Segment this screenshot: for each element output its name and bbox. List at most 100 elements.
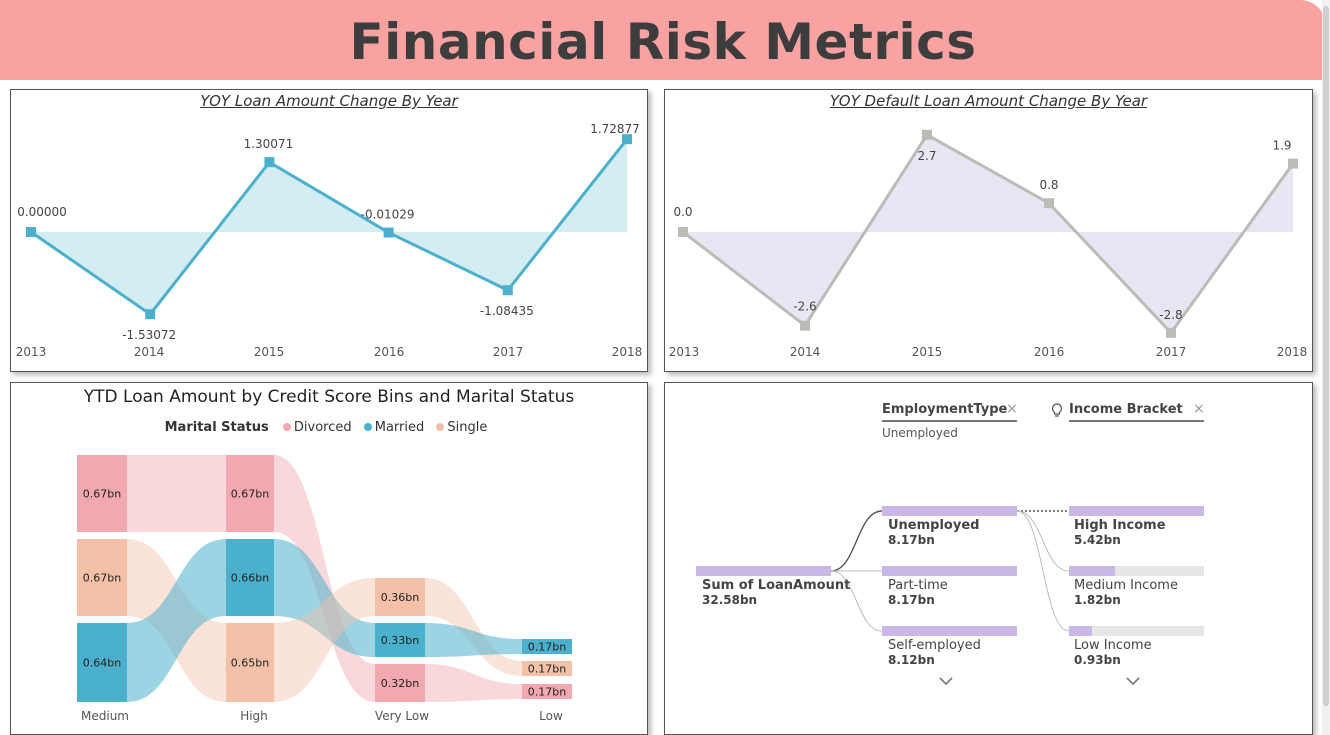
employment-type-selected: Unemployed [882,426,958,440]
data-point [264,157,275,168]
data-label: 1.72877 [590,122,640,136]
legend-dot-married [363,423,372,431]
node-low-income-fill [1069,626,1092,636]
sankey-node [375,623,425,657]
yoy-default-chart-title: YOY Default Loan Amount Change By Year [829,92,1148,110]
scrollbar-thumb[interactable] [1323,6,1329,706]
legend-title: Marital Status [164,420,269,435]
node-self-employed-fill [882,626,1017,636]
sankey-link [127,455,226,532]
root-node-value: 32.58bn [702,593,758,607]
tree-connector [1016,510,1070,632]
node-self-employed-bar[interactable] [882,626,1017,636]
data-label: 2.7 [917,149,936,163]
x-tick-label: 2018 [612,345,643,359]
node-medium-income-bar[interactable] [1069,566,1204,576]
node-part-time-value: 8.17bn [888,593,935,607]
x-tick-label: 2017 [1156,345,1187,359]
close-icon[interactable]: × [1193,401,1205,417]
x-tick-label: 2014 [790,345,821,359]
node-high-income-bar[interactable] [1069,506,1204,516]
data-point [26,227,36,237]
node-unemployed-fill [882,506,1017,516]
node-unemployed-bar[interactable] [882,506,1017,516]
sankey-node [77,539,127,616]
x-tick-label: 2017 [493,345,524,359]
node-medium-income-fill [1069,566,1115,576]
decomposition-tree-panel[interactable]: EmploymentType × Unemployed Income Brack… [664,382,1313,735]
sankey-link [425,664,522,702]
stage-label: Medium [81,709,129,723]
legend-item-divorced[interactable]: Divorced [281,420,352,435]
legend-item-single[interactable]: Single [434,420,487,435]
stage-label: Very Low [375,709,429,723]
sankey-node-value: 0.64bn [83,657,121,670]
sankey-link [425,578,522,676]
yoy-loan-chart: 0.00000 2013 -1.53072 2014 1.30071 2015 -0.010… [16,122,643,359]
sankey-node-value: 0.17bn [528,663,566,676]
node-self-employed-label: Self-employed [888,638,981,653]
node-part-time-label: Part-time [888,578,948,593]
x-tick-label: 2015 [254,345,285,359]
legend-label-married: Married [374,420,425,435]
node-high-income-label: High Income [1074,518,1166,533]
legend-dot-single [436,423,445,431]
legend-dot-divorced [282,423,291,431]
node-low-income-bar[interactable] [1069,626,1204,636]
x-tick-label: 2014 [134,345,165,359]
data-label: -1.08435 [480,304,534,318]
sankey-node [226,455,274,532]
node-low-income-label: Low Income [1074,638,1152,653]
data-point [1166,327,1176,338]
node-low-income-value: 0.93bn [1074,653,1121,667]
data-point [502,285,513,296]
sankey-chart-panel[interactable]: 0.67bn 0.67bn 0.64bn 0.67bn 0.66bn 0.65bn 0.36… [10,382,648,735]
tree-connector [830,510,883,572]
node-unemployed-label: Unemployed [888,518,980,533]
sankey-link [274,578,375,702]
employment-type-header[interactable]: EmploymentType [882,402,1008,417]
area-fill [683,134,1293,333]
node-part-time-bar[interactable] [882,566,1017,576]
area-fill [31,139,627,315]
income-bracket-header[interactable]: Income Bracket [1069,402,1183,417]
data-label: 0.8 [1039,178,1058,192]
sankey-node-value: 0.33bn [381,634,419,647]
close-icon[interactable]: × [1006,401,1018,417]
sankey-legend: Marital Status Divorced Married Single [11,420,647,435]
yoy-loan-chart-panel[interactable]: 0.00000 2013 -1.53072 2014 1.30071 2015 -0.010… [10,89,648,372]
decomposition-tree-connectors [830,510,1070,632]
data-point [678,227,688,237]
series-line [682,132,1295,336]
legend-item-married[interactable]: Married [362,420,425,435]
node-high-income-value: 5.42bn [1074,533,1121,547]
yoy-default-chart: 0.0 2013 -2.6 2014 2.7 2015 0.8 2016 -2.8 2017 1.9… [669,129,1307,359]
header-banner: Financial Risk Metrics [0,0,1326,80]
sankey-node [522,639,572,654]
root-node-fill [696,566,831,576]
sankey-node [226,539,274,616]
x-tick-label: 2013 [16,345,47,359]
data-point [622,134,632,145]
node-part-time-fill [882,566,1017,576]
node-high-income-fill [1069,506,1204,516]
employment-type-underline [882,420,1017,422]
sankey-node [375,578,425,616]
data-label: -1.53072 [122,328,176,342]
data-label: -0.01029 [361,208,415,222]
series-line [30,138,629,317]
stage-label: High [240,709,268,723]
root-node-bar[interactable] [696,566,831,576]
sankey-link [274,539,375,657]
sankey-node [77,455,127,532]
sankey-chart: 0.67bn 0.67bn 0.64bn 0.67bn 0.66bn 0.65bn 0.36… [77,455,572,723]
data-label: 1.30071 [244,137,294,151]
sankey-chart-title: YTD Loan Amount by Credit Score Bins and… [83,387,575,407]
yoy-default-chart-panel[interactable]: 0.0 2013 -2.6 2014 2.7 2015 0.8 2016 -2.8 2017 1.9… [664,89,1313,372]
sankey-link [274,455,375,702]
yoy-loan-chart-title: YOY Loan Amount Change By Year [200,92,458,110]
node-unemployed-value: 8.17bn [888,533,935,547]
legend-label-divorced: Divorced [293,420,352,435]
data-point [922,129,932,140]
legend-label-single: Single [447,420,488,435]
